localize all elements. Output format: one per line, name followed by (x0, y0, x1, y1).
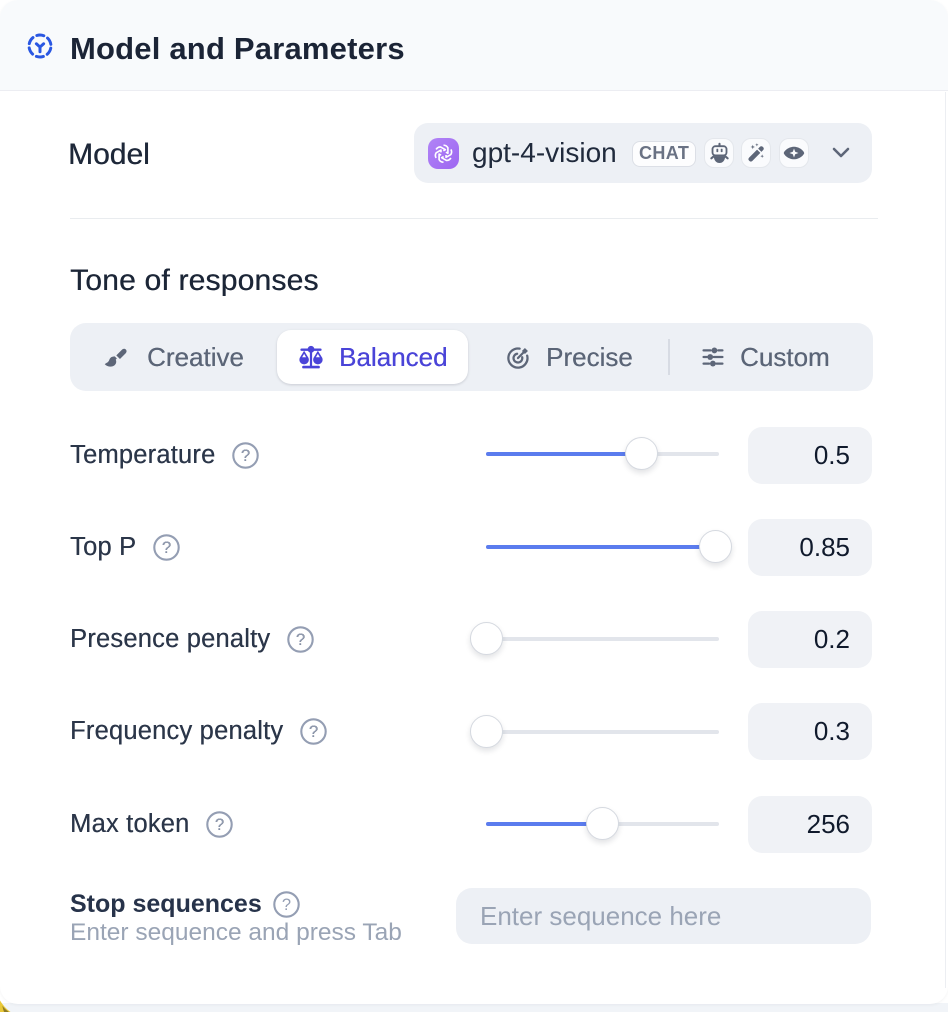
svg-text:?: ? (162, 539, 171, 557)
svg-text:?: ? (215, 816, 224, 834)
svg-text:?: ? (282, 896, 291, 914)
svg-text:?: ? (309, 723, 318, 741)
svg-text:?: ? (241, 447, 250, 465)
svg-text:?: ? (296, 631, 305, 649)
